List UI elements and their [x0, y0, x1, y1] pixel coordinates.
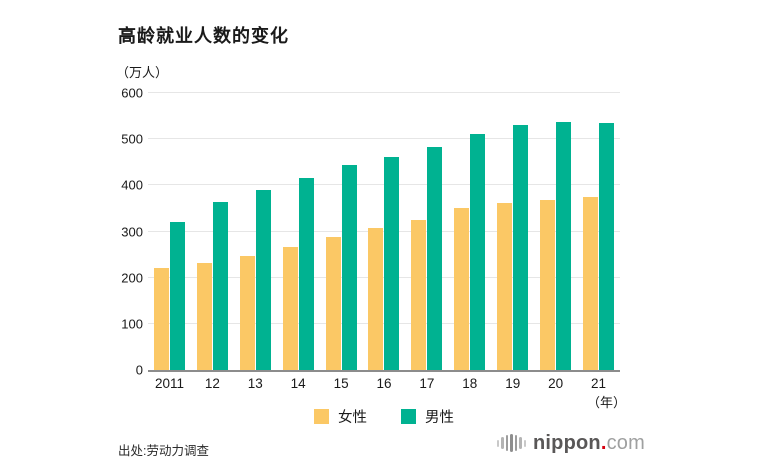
bar-male-21	[599, 123, 615, 370]
bar-male-15	[341, 165, 357, 370]
y-axis-tick-label-100: 100	[121, 316, 143, 332]
y-axis: 0 100 200 300 400 500 600	[0, 86, 143, 378]
legend-item-female: 女性	[314, 406, 367, 427]
bar-series-container	[148, 93, 620, 370]
y-axis-tick-label-0: 0	[135, 362, 143, 378]
y-axis-tick-label-400: 400	[121, 177, 143, 193]
bar-male-14	[298, 177, 314, 370]
chart-title: 高龄就业人数的变化	[118, 26, 289, 46]
gridline-100	[148, 322, 620, 324]
bar-male-17	[427, 147, 443, 370]
bar-female-14	[282, 247, 298, 370]
x-axis-label-12: 12	[204, 376, 220, 391]
gridline-600	[148, 92, 620, 93]
nippon-logo-icon	[496, 432, 526, 454]
bar-group-17	[405, 93, 448, 370]
x-axis-label-17: 17	[419, 376, 435, 391]
bar-female-21	[583, 196, 599, 370]
bar-group-14	[277, 93, 320, 370]
bar-male-20	[556, 121, 572, 370]
gridline-200	[148, 276, 620, 278]
bar-group-16	[363, 93, 406, 370]
logo-name: nippon	[533, 432, 601, 454]
x-axis-label-20: 20	[548, 376, 564, 391]
source-note: 出处:劳动力调查	[118, 444, 209, 458]
x-axis-label-15: 15	[333, 376, 349, 391]
y-axis-tick-label-300: 300	[121, 224, 143, 239]
bar-female-17	[411, 220, 427, 370]
bar-female-13	[239, 255, 255, 370]
nippon-logo[interactable]: nippon.com	[496, 432, 646, 454]
legend: 女性 男性	[148, 406, 620, 427]
x-axis-label-14: 14	[290, 376, 306, 391]
bar-group-21	[577, 93, 620, 370]
x-axis: 2011 12 13 14 15 16 17 18 19 20 21	[148, 376, 620, 391]
x-axis-label-19: 19	[505, 376, 521, 391]
y-axis-tick-label-500: 500	[121, 131, 143, 147]
bar-group-2011	[148, 93, 191, 370]
x-axis-label-16: 16	[376, 376, 392, 391]
bar-female-15	[325, 236, 341, 370]
x-axis-label-21: 21	[591, 376, 607, 391]
bar-male-13	[255, 189, 271, 370]
legend-label-female: 女性	[338, 410, 367, 426]
gridline-400	[148, 184, 620, 186]
bar-group-13	[234, 93, 277, 370]
gridline-300	[148, 230, 620, 232]
logo-tld: com	[606, 432, 645, 454]
x-axis-unit-label: （年）	[586, 395, 626, 410]
unit-label: （万人）	[116, 65, 169, 80]
bar-female-19	[497, 202, 513, 370]
legend-item-male: 男性	[401, 406, 454, 427]
legend-swatch-male	[401, 409, 416, 424]
x-axis-label-18: 18	[462, 376, 478, 391]
x-axis-label-13: 13	[247, 376, 263, 391]
bar-male-2011	[169, 222, 185, 370]
bar-female-16	[368, 227, 384, 370]
bar-group-19	[491, 93, 534, 370]
bar-male-18	[470, 133, 486, 370]
legend-label-male: 男性	[425, 410, 454, 426]
bar-female-20	[540, 200, 556, 370]
bar-group-20	[534, 93, 577, 370]
logo-dot: .	[600, 432, 607, 454]
y-axis-tick-label-200: 200	[121, 270, 143, 286]
bar-female-18	[454, 208, 470, 370]
x-axis-label-2011: 2011	[154, 376, 184, 391]
bar-female-12	[196, 263, 212, 370]
bar-group-12	[191, 93, 234, 370]
y-axis-tick-label-600: 600	[121, 85, 143, 101]
plot-area	[148, 92, 620, 372]
gridline-500	[148, 138, 620, 140]
bar-group-18	[448, 93, 491, 370]
bar-male-19	[513, 125, 529, 370]
nippon-logo-text: nippon.com	[533, 433, 645, 453]
bar-male-12	[212, 201, 228, 370]
bar-group-15	[320, 93, 363, 370]
legend-swatch-female	[314, 409, 329, 424]
bar-female-2011	[153, 267, 169, 370]
bar-male-16	[384, 156, 400, 370]
